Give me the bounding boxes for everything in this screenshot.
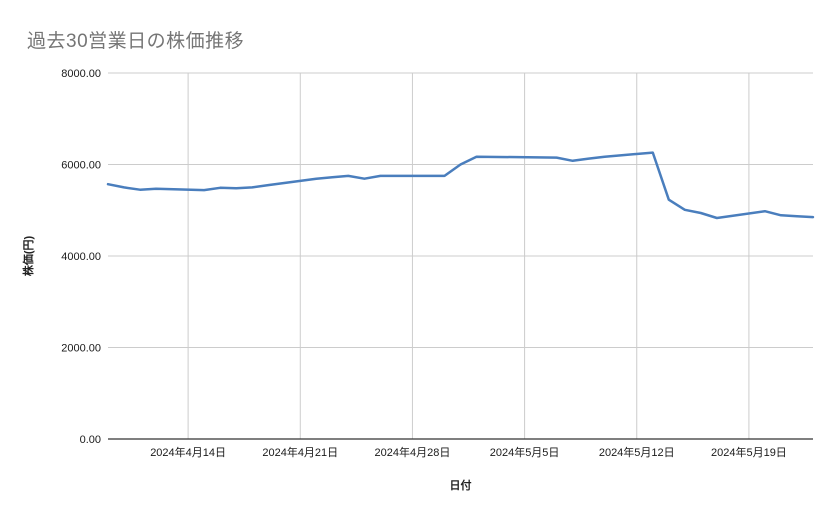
y-tick-label: 4000.00: [61, 251, 101, 263]
x-axis-title: 日付: [449, 480, 472, 492]
price-line-series: [106, 151, 815, 220]
y-tick-label: 8000.00: [61, 68, 101, 80]
y-tick-label: 6000.00: [61, 160, 101, 172]
x-tick-label: 2024年5月5日: [490, 445, 560, 459]
x-tick-label: 2024年5月12日: [599, 445, 675, 459]
y-tick-label: 2000.00: [61, 343, 101, 355]
x-tick-label: 2024年4月28日: [375, 445, 451, 459]
chart-title: 過去30営業日の株価推移: [27, 31, 245, 52]
x-tick-label: 2024年4月14日: [150, 445, 226, 459]
x-tick-label: 2024年5月19日: [711, 445, 787, 459]
y-axis-title: 株価(円): [23, 235, 35, 277]
y-tick-label: 0.00: [80, 434, 101, 446]
x-tick-label: 2024年4月21日: [262, 445, 338, 459]
